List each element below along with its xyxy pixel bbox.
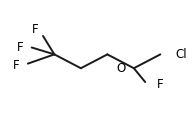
Text: O: O bbox=[116, 62, 125, 75]
Text: Cl: Cl bbox=[175, 48, 187, 61]
Text: F: F bbox=[157, 78, 164, 91]
Text: F: F bbox=[17, 41, 24, 54]
Text: F: F bbox=[13, 59, 20, 72]
Text: F: F bbox=[32, 23, 39, 36]
